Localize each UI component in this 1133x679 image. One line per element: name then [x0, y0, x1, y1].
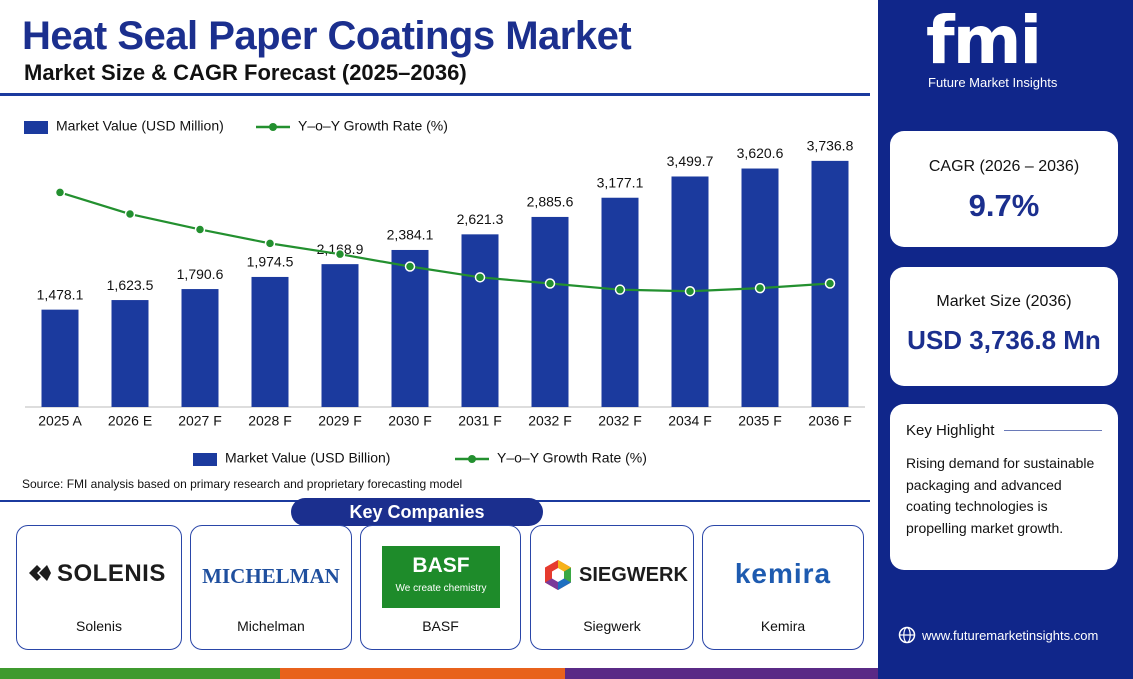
legend-marker — [269, 123, 277, 131]
data-label: 3,177.1 — [597, 174, 644, 190]
growth-point — [614, 284, 626, 295]
website: www.futuremarketinsights.com — [922, 628, 1099, 643]
growth-point — [264, 238, 276, 249]
section-title: Key Companies — [291, 498, 543, 526]
company-name: Kemira — [760, 618, 806, 634]
bar — [41, 309, 79, 407]
growth-point — [754, 282, 766, 294]
x-tick-label: 2031 F — [458, 413, 502, 429]
growth-point — [474, 272, 486, 283]
data-label: 3,620.6 — [737, 145, 784, 161]
bar — [601, 197, 639, 407]
legend-label: Market Value (USD Million) — [56, 118, 224, 134]
company-logo: MICHELMAN — [202, 564, 340, 588]
growth-line — [59, 191, 831, 293]
company-card: kemira Kemira — [702, 525, 864, 650]
x-tick-label: 2026 E — [108, 413, 152, 429]
company-card: BASF We create chemistry BASF — [360, 525, 521, 650]
x-tick-label: 2034 F — [668, 413, 712, 429]
bar — [531, 216, 569, 407]
data-label: 1,790.6 — [177, 266, 224, 282]
highlight-rule — [1004, 430, 1102, 431]
globe-icon — [898, 626, 916, 644]
basf-box — [382, 546, 500, 608]
company-card: SIEGWERK Siegwerk — [530, 525, 694, 650]
card-label: Market Size (2036) — [936, 293, 1072, 310]
card-value: USD 3,736.8 Mn — [907, 325, 1101, 355]
bar — [321, 264, 359, 407]
stripe — [565, 668, 878, 679]
data-label: 2,885.6 — [527, 194, 574, 210]
legend-swatch — [24, 121, 48, 134]
data-label: 2,621.3 — [457, 211, 504, 227]
bar — [181, 289, 219, 407]
company-logo: kemira — [734, 558, 832, 589]
logo: fmi — [926, 2, 1042, 79]
x-tick-label: 2027 F — [178, 413, 222, 429]
solenis-icon — [29, 565, 51, 581]
cagr-card: CAGR (2026 – 2036) 9.7% — [890, 131, 1118, 247]
card-label: CAGR (2026 – 2036) — [928, 158, 1080, 175]
title: Heat Seal Paper Coatings Market — [22, 14, 632, 58]
company-card: MICHELMAN Michelman — [190, 525, 352, 650]
legend-label: Y–o–Y Growth Rate (%) — [298, 118, 448, 134]
header-rule — [0, 93, 870, 96]
company-name: BASF — [422, 618, 459, 634]
legend-marker — [468, 455, 476, 463]
growth-point — [544, 278, 556, 289]
data-label: 3,736.8 — [807, 138, 854, 154]
x-tick-label: 2028 F — [248, 413, 292, 429]
stripe — [0, 668, 280, 679]
market-size-card: Market Size (2036) USD 3,736.8 Mn — [890, 267, 1118, 386]
company-logo: BASF — [412, 554, 470, 577]
data-label: 1,623.5 — [107, 277, 154, 293]
bar — [251, 276, 289, 407]
legend-swatch — [193, 453, 217, 466]
growth-point — [194, 224, 206, 235]
company-name: Michelman — [237, 618, 305, 634]
x-tick-label: 2030 F — [388, 413, 432, 429]
growth-point — [404, 261, 416, 272]
company-logo: SOLENIS — [57, 560, 166, 587]
x-tick-label: 2035 F — [738, 413, 782, 429]
bar — [461, 234, 499, 407]
highlight-title: Key Highlight — [906, 422, 995, 439]
company-tagline: We create chemistry — [395, 583, 487, 594]
x-tick-label: 2025 A — [38, 413, 82, 429]
growth-point — [54, 187, 66, 198]
x-tick-label: 2032 F — [528, 413, 572, 429]
data-label: 1,478.1 — [37, 286, 84, 302]
data-label: 2,384.1 — [387, 227, 434, 243]
chart: Market Value (USD Million) Y–o–Y Growth R… — [24, 118, 865, 466]
subtitle: Market Size & CAGR Forecast (2025–2036) — [24, 60, 467, 85]
highlight-text: Rising demand for sustainable packaging … — [906, 455, 1095, 536]
legend-label: Market Value (USD Billion) — [225, 450, 390, 466]
company-logo: SIEGWERK — [579, 564, 688, 586]
bar — [391, 249, 429, 407]
source: Source: FMI analysis based on primary re… — [22, 477, 463, 491]
brand-name: Future Market Insights — [928, 75, 1058, 90]
growth-point — [824, 278, 836, 289]
growth-point — [334, 248, 346, 260]
stripe — [280, 668, 565, 679]
card-value: 9.7% — [968, 188, 1040, 223]
growth-point — [684, 285, 696, 297]
highlight-card: Key Highlight Rising demand for sustaina… — [890, 404, 1118, 570]
x-tick-label: 2029 F — [318, 413, 362, 429]
data-label: 3,499.7 — [667, 153, 714, 169]
x-tick-label: 2036 F — [808, 413, 852, 429]
legend-label: Y–o–Y Growth Rate (%) — [497, 450, 647, 466]
company-name: Solenis — [76, 618, 122, 634]
company-card: SOLENIS Solenis — [16, 525, 182, 650]
siegwerk-icon — [545, 560, 571, 590]
growth-point — [124, 208, 136, 220]
x-tick-label: 2032 F — [598, 413, 642, 429]
data-label: 1,974.5 — [247, 254, 294, 270]
bar — [111, 300, 149, 407]
company-name: Siegwerk — [583, 618, 641, 634]
